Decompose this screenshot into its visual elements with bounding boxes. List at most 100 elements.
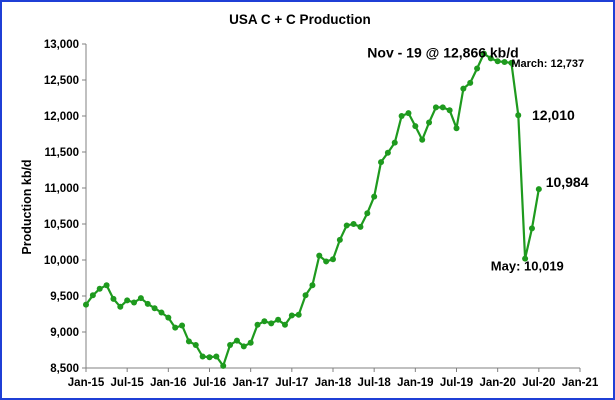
data-point [281, 321, 288, 328]
data-point [185, 338, 192, 345]
y-tick-label: 9,500 [50, 291, 79, 303]
y-tick-label: 11,500 [44, 147, 79, 159]
data-point [487, 55, 494, 62]
data-point [384, 149, 391, 156]
data-point [515, 112, 522, 119]
data-point [350, 221, 357, 227]
data-point [261, 318, 268, 325]
data-point [439, 104, 446, 111]
data-point [453, 125, 460, 132]
data-point [501, 59, 508, 65]
y-tick-label: 10,500 [44, 219, 79, 231]
data-point [302, 292, 309, 299]
data-point [96, 285, 103, 292]
data-point [426, 119, 433, 126]
data-point [364, 210, 371, 217]
annotation-label: 12,010 [532, 107, 575, 123]
data-point [528, 225, 535, 232]
data-point [419, 136, 426, 143]
data-point [227, 341, 234, 348]
data-point [144, 300, 151, 307]
data-point [323, 258, 330, 265]
data-point [522, 255, 529, 262]
data-point [137, 295, 144, 302]
x-tick-label: Jan-21 [562, 377, 599, 389]
x-tick-label: Jan-20 [479, 377, 515, 389]
y-axis-label: Production kb/d [20, 159, 34, 254]
annotation-label: Nov - 19 @ 12,866 kb/d [367, 45, 518, 61]
annotation-label: March: 12,737 [511, 58, 584, 70]
data-point [110, 295, 117, 302]
data-point [330, 256, 336, 263]
x-tick-label: Jul-15 [111, 377, 145, 389]
data-point [179, 322, 186, 329]
y-tick-label: 12,000 [44, 111, 79, 123]
data-point [199, 353, 206, 360]
x-axis-ticks: Jan-15 Jul-15 Jan-16 Jul-16 Jan-17 Jul-17 Jan-… [68, 368, 599, 389]
data-point [391, 139, 398, 146]
chart-title: USA C + C Production [229, 12, 371, 27]
y-tick-label: 10,000 [44, 255, 79, 267]
data-point [316, 252, 323, 259]
data-point [357, 223, 364, 230]
annotation-label: May: 10,019 [491, 258, 564, 273]
data-point [309, 282, 316, 289]
data-point [124, 297, 131, 304]
data-point [83, 301, 89, 308]
data-point [295, 311, 302, 318]
x-tick-label: Jul-16 [193, 377, 226, 389]
x-tick-label: Jan-17 [232, 377, 268, 389]
data-point [192, 341, 199, 348]
series-production [83, 50, 542, 369]
data-point [165, 314, 172, 321]
data-point [172, 324, 179, 331]
data-point [240, 343, 247, 350]
data-point [336, 236, 343, 243]
series-line [85, 52, 540, 367]
y-tick-label: 11,000 [44, 183, 79, 195]
data-point [371, 193, 378, 200]
x-tick-label: Jan-19 [397, 377, 433, 389]
data-point [89, 292, 96, 299]
data-point [446, 107, 453, 114]
data-point [474, 65, 481, 72]
data-point [460, 85, 467, 92]
data-point [480, 50, 487, 57]
data-point [213, 353, 220, 360]
data-point [288, 312, 295, 319]
data-point [398, 113, 405, 119]
y-tick-label: 13,000 [44, 39, 79, 51]
y-tick-label: 8,500 [50, 363, 79, 375]
x-tick-label: Jan-15 [68, 377, 105, 389]
data-point [220, 362, 227, 369]
x-tick-label: Jul-20 [522, 377, 555, 389]
y-tick-label: 12,500 [44, 75, 79, 87]
data-point [494, 58, 501, 65]
data-point [378, 159, 385, 166]
data-point [467, 79, 474, 86]
x-tick-label: Jan-18 [315, 377, 352, 389]
data-point [412, 123, 419, 130]
y-axis-ticks: 8,500 9,000 9,500 10,000 10,500 11,000 11,500 1… [44, 39, 86, 375]
data-point [405, 110, 412, 117]
data-point [343, 222, 350, 229]
data-point [508, 59, 515, 66]
data-point [158, 309, 165, 316]
data-point [535, 186, 542, 193]
data-point [247, 339, 254, 346]
data-point [206, 354, 213, 361]
x-tick-label: Jan-16 [150, 377, 186, 389]
x-tick-label: Jul-18 [358, 377, 392, 389]
data-point [432, 104, 439, 111]
data-point [103, 282, 110, 289]
data-point [268, 320, 275, 327]
data-point [151, 305, 158, 312]
x-tick-label: Jul-19 [440, 377, 473, 389]
y-tick-label: 9,000 [50, 327, 79, 339]
data-point [117, 303, 124, 310]
data-point [233, 337, 240, 344]
x-tick-label: Jul-17 [275, 377, 308, 389]
annotation-label: 10,984 [546, 174, 589, 190]
